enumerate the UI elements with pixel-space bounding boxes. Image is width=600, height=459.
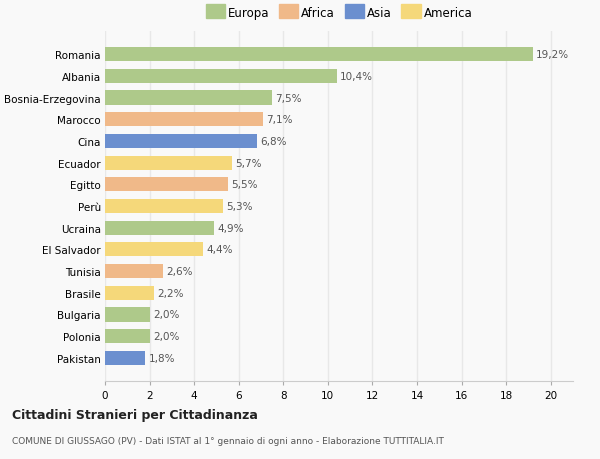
- Text: 2,6%: 2,6%: [166, 267, 193, 276]
- Text: 4,9%: 4,9%: [218, 223, 244, 233]
- Legend: Europa, Africa, Asia, America: Europa, Africa, Asia, America: [203, 5, 475, 23]
- Text: 5,3%: 5,3%: [226, 202, 253, 212]
- Bar: [105, 178, 227, 192]
- Bar: [105, 330, 149, 343]
- Text: 10,4%: 10,4%: [340, 72, 373, 82]
- Bar: [105, 113, 263, 127]
- Text: 7,1%: 7,1%: [266, 115, 293, 125]
- Bar: [105, 70, 337, 84]
- Text: 6,8%: 6,8%: [260, 137, 286, 146]
- Text: 2,0%: 2,0%: [153, 310, 179, 320]
- Text: Cittadini Stranieri per Cittadinanza: Cittadini Stranieri per Cittadinanza: [12, 409, 258, 421]
- Text: 19,2%: 19,2%: [536, 50, 569, 60]
- Bar: [105, 221, 214, 235]
- Bar: [105, 134, 257, 149]
- Bar: [105, 351, 145, 365]
- Text: 1,8%: 1,8%: [148, 353, 175, 363]
- Bar: [105, 264, 163, 279]
- Text: COMUNE DI GIUSSAGO (PV) - Dati ISTAT al 1° gennaio di ogni anno - Elaborazione T: COMUNE DI GIUSSAGO (PV) - Dati ISTAT al …: [12, 436, 444, 445]
- Text: 7,5%: 7,5%: [275, 93, 302, 103]
- Bar: [105, 91, 272, 106]
- Bar: [105, 308, 149, 322]
- Bar: [105, 243, 203, 257]
- Text: 5,5%: 5,5%: [231, 180, 257, 190]
- Text: 2,2%: 2,2%: [157, 288, 184, 298]
- Text: 2,0%: 2,0%: [153, 331, 179, 341]
- Text: 4,4%: 4,4%: [206, 245, 233, 255]
- Bar: [105, 156, 232, 170]
- Bar: [105, 286, 154, 300]
- Bar: [105, 48, 533, 62]
- Bar: [105, 200, 223, 213]
- Text: 5,7%: 5,7%: [235, 158, 262, 168]
